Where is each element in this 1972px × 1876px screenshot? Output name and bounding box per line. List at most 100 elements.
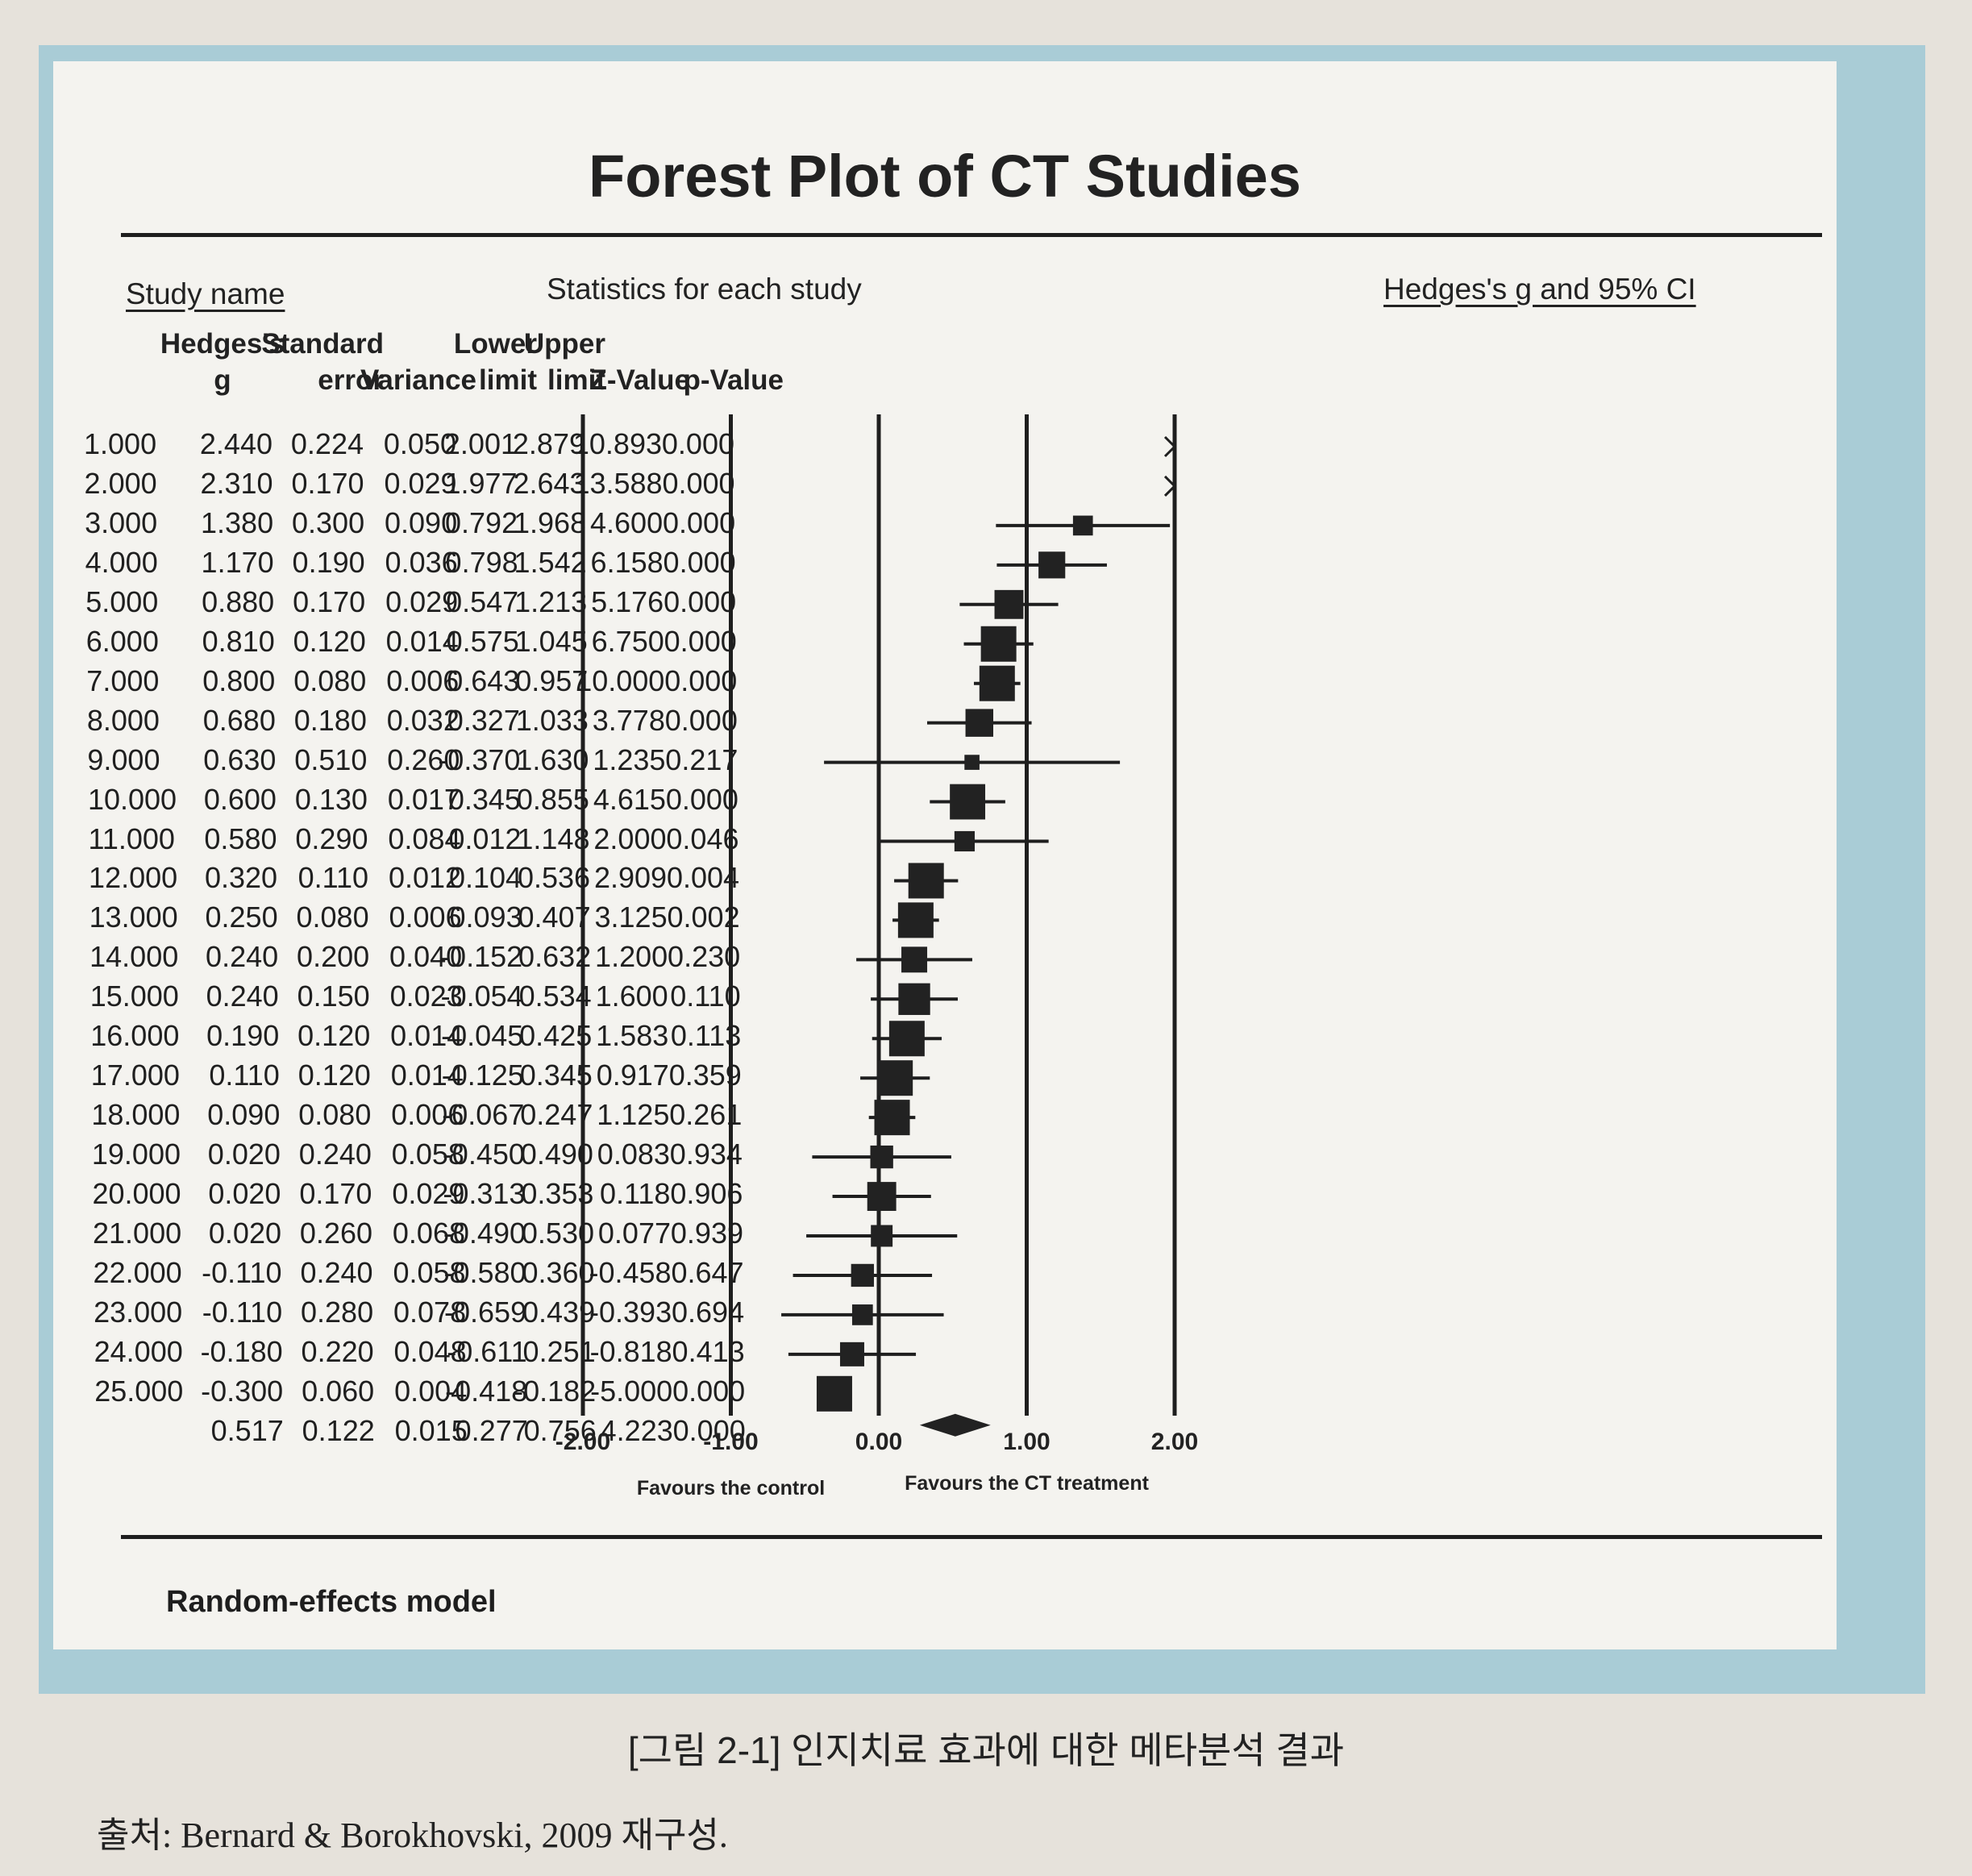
column-header: Z-Value bbox=[589, 364, 690, 396]
favours-control-label: Favours the control bbox=[637, 1477, 825, 1500]
study-name-cell: 7.000 bbox=[86, 663, 160, 697]
stat-cell-p: 0.000 bbox=[664, 663, 738, 697]
plot-header: Hedges's g and 95% CI bbox=[1383, 272, 1696, 306]
stat-cell-upper: 0.536 bbox=[517, 861, 591, 895]
stat-cell-lower: -0.313 bbox=[443, 1177, 526, 1211]
stat-cell-lower: -0.152 bbox=[440, 940, 523, 974]
stat-cell-se: 0.240 bbox=[300, 1255, 373, 1289]
effect-marker bbox=[898, 983, 930, 1015]
column-header: Hedges's g bbox=[160, 328, 285, 396]
stat-cell-g: -0.300 bbox=[201, 1374, 284, 1408]
stat-cell-upper: 1.542 bbox=[514, 545, 587, 579]
stat-cell-var: 0.014 bbox=[385, 624, 459, 658]
stat-cell-se: 0.224 bbox=[290, 427, 364, 460]
stat-cell-upper: 0.855 bbox=[516, 782, 589, 816]
study-name-cell: 22.000 bbox=[93, 1255, 182, 1289]
stat-cell-var: 0.260 bbox=[387, 742, 460, 776]
stat-cell-z: 4.600 bbox=[590, 505, 664, 539]
stat-cell-z: -0.458 bbox=[589, 1255, 672, 1289]
effect-marker bbox=[908, 863, 944, 899]
stat-cell-upper: 0.957 bbox=[515, 663, 589, 697]
effect-marker bbox=[1038, 551, 1066, 579]
stat-cell-var: 0.012 bbox=[388, 861, 462, 895]
stat-cell-z: 5.176 bbox=[591, 584, 664, 618]
favours-treatment-label: Favours the CT treatment bbox=[905, 1472, 1150, 1495]
stat-cell-g: 0.240 bbox=[206, 980, 279, 1013]
stat-cell-p: 0.000 bbox=[664, 703, 738, 737]
stat-cell-se: 0.110 bbox=[297, 861, 369, 895]
stat-cell-upper: 0.756 bbox=[523, 1413, 597, 1447]
stat-cell-upper: 1.968 bbox=[514, 505, 587, 539]
off-scale-arrow bbox=[1163, 475, 1177, 497]
stat-cell-se: 0.120 bbox=[293, 624, 366, 658]
column-header: Variance bbox=[360, 364, 476, 396]
stat-cell-var: 0.058 bbox=[391, 1138, 464, 1171]
stat-cell-p: 0.230 bbox=[668, 940, 741, 974]
effect-marker bbox=[877, 1060, 913, 1096]
study-name-cell: 8.000 bbox=[86, 703, 160, 737]
figure-caption: [그림 2-1] 인지치료 효과에 대한 메타분석 결과 bbox=[627, 1729, 1345, 1771]
stat-cell-p: 0.000 bbox=[664, 584, 737, 618]
stat-cell-g: 1.380 bbox=[201, 505, 274, 539]
stat-cell-var: 0.032 bbox=[386, 703, 460, 737]
effect-marker bbox=[816, 1375, 852, 1412]
stat-cell-g: 0.110 bbox=[209, 1059, 280, 1092]
stat-cell-se: 0.180 bbox=[293, 703, 367, 737]
stat-cell-var: 0.015 bbox=[394, 1413, 468, 1447]
stat-cell-z: 10.893 bbox=[572, 427, 662, 460]
stat-cell-z: 1.200 bbox=[595, 940, 668, 974]
stat-cell-lower: 0.792 bbox=[445, 505, 518, 539]
study-name-cell: 17.000 bbox=[90, 1059, 180, 1092]
study-name-cell: 18.000 bbox=[91, 1098, 181, 1132]
stat-cell-upper: 1.033 bbox=[515, 703, 589, 737]
stat-cell-g: -0.110 bbox=[202, 1255, 282, 1289]
stat-cell-upper: 1.148 bbox=[517, 822, 590, 855]
top-rule bbox=[121, 233, 1822, 237]
stat-cell-se: 0.080 bbox=[293, 663, 367, 697]
stat-cell-p: 0.000 bbox=[663, 505, 736, 539]
stat-cell-var: 0.036 bbox=[385, 545, 458, 579]
study-name-cell: 15.000 bbox=[89, 980, 179, 1013]
stat-cell-lower: -0.045 bbox=[441, 1019, 524, 1053]
study-name-cell: 4.000 bbox=[85, 545, 158, 579]
stat-cell-z: 6.750 bbox=[591, 624, 664, 658]
stat-cell-lower: -0.580 bbox=[443, 1255, 526, 1289]
effect-marker bbox=[1072, 515, 1093, 536]
stat-cell-lower: -0.370 bbox=[438, 742, 521, 776]
stat-cell-lower: 0.277 bbox=[455, 1413, 528, 1447]
x-tick-label: -2.00 bbox=[555, 1429, 610, 1455]
stat-cell-g: 0.800 bbox=[202, 663, 276, 697]
stat-cell-z: 0.083 bbox=[597, 1138, 670, 1171]
column-header: Upper limit bbox=[523, 328, 605, 396]
stat-cell-lower: -0.611 bbox=[447, 1334, 527, 1368]
stat-cell-lower: 0.012 bbox=[448, 822, 522, 855]
stat-cell-var: 0.014 bbox=[390, 1059, 464, 1092]
stat-cell-z: 0.077 bbox=[597, 1217, 671, 1250]
stat-cell-se: 0.220 bbox=[301, 1334, 374, 1368]
statistics-header: Statistics for each study bbox=[547, 272, 862, 306]
figure-panel: Forest Plot of CT Studies Study name Sta… bbox=[53, 61, 1837, 1649]
stat-cell-var: 0.058 bbox=[393, 1255, 466, 1289]
stat-cell-z: 1.600 bbox=[595, 980, 668, 1013]
effect-marker bbox=[980, 626, 1017, 662]
stat-cell-p: 0.000 bbox=[672, 1413, 746, 1447]
stat-cell-g: 0.240 bbox=[206, 940, 279, 974]
stat-cell-lower: -0.054 bbox=[440, 980, 523, 1013]
stat-cell-upper: 1.213 bbox=[514, 584, 588, 618]
stat-cell-g: 0.580 bbox=[204, 822, 277, 855]
stat-cell-lower: -0.490 bbox=[443, 1217, 526, 1250]
effect-marker bbox=[839, 1341, 864, 1366]
study-name-cell: 25.000 bbox=[94, 1374, 184, 1408]
column-header: Standard error bbox=[261, 328, 384, 396]
stat-cell-lower: 1.977 bbox=[444, 466, 518, 500]
stat-cell-z: 2.000 bbox=[593, 822, 667, 855]
stat-cell-var: 0.006 bbox=[389, 901, 462, 934]
stat-cell-g: 0.020 bbox=[208, 1217, 281, 1250]
stat-cell-p: 0.004 bbox=[666, 861, 740, 895]
study-name-cell: 23.000 bbox=[94, 1295, 183, 1329]
forest-plot: -2.00 -1.00 0.00 1.00 2.00 Favours the contro… bbox=[555, 414, 1198, 1500]
stat-cell-var: 0.029 bbox=[392, 1177, 465, 1211]
stat-cell-se: 0.190 bbox=[292, 545, 365, 579]
stat-cell-var: 0.048 bbox=[393, 1334, 467, 1368]
stat-cell-z: 3.125 bbox=[594, 901, 668, 934]
